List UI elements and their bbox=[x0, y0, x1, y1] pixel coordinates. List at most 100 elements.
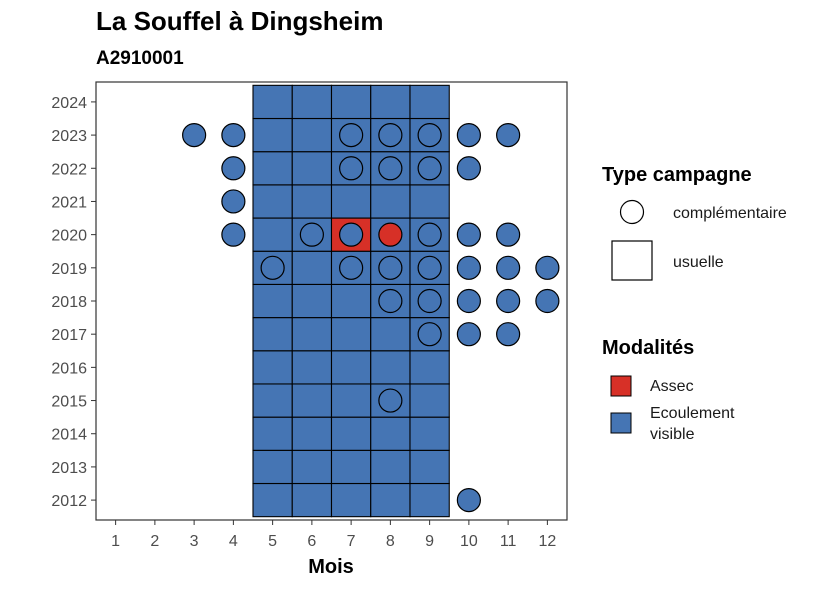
tile-2012-6 bbox=[291, 482, 333, 518]
tile-2014-9 bbox=[409, 416, 450, 451]
y-tick-label-2020: 2020 bbox=[51, 228, 87, 245]
legend-assec-label: Assec bbox=[650, 378, 694, 395]
point-2015-8 bbox=[378, 388, 403, 413]
legend-modalites: Modalités Assec Ecoulement visible bbox=[602, 337, 735, 443]
legend-ecoulement-swatch bbox=[610, 412, 632, 434]
point-2020-6 bbox=[299, 222, 324, 247]
x-axis-title: Mois bbox=[308, 556, 354, 578]
tile-2013-9 bbox=[409, 449, 450, 485]
tile-2016-5 bbox=[252, 350, 293, 385]
tile-2024-9 bbox=[409, 84, 450, 120]
legend-type-label-usuelle: usuelle bbox=[673, 254, 724, 271]
tile-2017-6 bbox=[291, 317, 333, 352]
point-2023-8 bbox=[378, 122, 403, 148]
x-tick-label-11: 11 bbox=[500, 533, 517, 550]
tile-2016-7 bbox=[330, 350, 372, 385]
tile-2014-7 bbox=[330, 416, 372, 451]
y-tick-label-2022: 2022 bbox=[51, 161, 87, 178]
tile-2023-6 bbox=[291, 117, 333, 153]
tile-2016-9 bbox=[409, 350, 450, 385]
tile-2012-9 bbox=[409, 482, 450, 518]
tile-2012-7 bbox=[330, 482, 372, 518]
tile-2016-6 bbox=[291, 350, 333, 385]
chart-subtitle: A2910001 bbox=[96, 48, 184, 69]
point-2022-8 bbox=[378, 156, 403, 181]
x-tick-label-2: 2 bbox=[150, 533, 159, 550]
x-tick-label-7: 7 bbox=[347, 533, 356, 550]
point-2018-10 bbox=[456, 288, 481, 314]
point-2019-12 bbox=[535, 255, 560, 280]
point-2018-8 bbox=[378, 288, 403, 314]
tile-2017-8 bbox=[370, 317, 411, 352]
tile-2015-5 bbox=[252, 383, 293, 418]
point-2017-10 bbox=[456, 322, 481, 347]
y-axis: 2024 2023 2022 2021 2020 2019 2018 2017 2016 2015… bbox=[51, 95, 96, 510]
point-2020-10 bbox=[456, 222, 481, 247]
point-2019-11 bbox=[496, 255, 521, 280]
tile-2018-6 bbox=[291, 283, 333, 319]
tile-2022-6 bbox=[291, 151, 333, 186]
point-2023-11 bbox=[496, 122, 521, 148]
tile-2018-7 bbox=[330, 283, 372, 319]
tile-2014-5 bbox=[252, 416, 293, 451]
y-tick-label-2017: 2017 bbox=[51, 327, 87, 344]
point-2022-10 bbox=[456, 156, 481, 181]
point-2018-9 bbox=[417, 288, 442, 314]
point-2020-11 bbox=[496, 222, 521, 247]
x-tick-label-12: 12 bbox=[538, 533, 556, 550]
point-2019-7 bbox=[339, 255, 364, 280]
x-tick-label-3: 3 bbox=[190, 533, 199, 550]
tile-2017-5 bbox=[252, 317, 293, 352]
point-2019-9 bbox=[417, 255, 442, 280]
point-2020-8 bbox=[378, 222, 403, 247]
x-tick-label-6: 6 bbox=[307, 533, 316, 550]
point-2022-7 bbox=[339, 156, 364, 181]
point-2019-8 bbox=[378, 255, 403, 280]
complementaire-points bbox=[182, 122, 560, 513]
tile-2021-7 bbox=[330, 184, 372, 219]
tile-2013-6 bbox=[291, 449, 333, 485]
tile-2020-5 bbox=[252, 217, 293, 252]
tile-2021-5 bbox=[252, 184, 293, 219]
y-tick-label-2012: 2012 bbox=[51, 493, 87, 510]
tile-2014-8 bbox=[370, 416, 411, 451]
tile-2019-6 bbox=[291, 250, 333, 285]
x-tick-label-9: 9 bbox=[425, 533, 434, 550]
point-2018-12 bbox=[535, 288, 560, 314]
y-tick-label-2014: 2014 bbox=[51, 427, 87, 444]
tile-2015-7 bbox=[330, 383, 372, 418]
tile-2021-8 bbox=[370, 184, 411, 219]
point-2020-4 bbox=[221, 222, 246, 247]
chart-title: La Souffel à Dingsheim bbox=[96, 6, 384, 36]
y-tick-label-2023: 2023 bbox=[51, 128, 87, 145]
plot-area bbox=[95, 81, 568, 521]
tile-2018-5 bbox=[252, 283, 293, 319]
tile-2024-8 bbox=[370, 84, 411, 120]
x-tick-label-10: 10 bbox=[460, 533, 478, 550]
tile-2013-7 bbox=[330, 449, 372, 485]
tile-2013-5 bbox=[252, 449, 293, 485]
usuelle-tiles bbox=[252, 84, 450, 518]
tile-2012-5 bbox=[252, 482, 293, 518]
point-2023-9 bbox=[417, 122, 442, 148]
legend-type-label-complementaire: complémentaire bbox=[673, 205, 787, 222]
x-tick-label-1: 1 bbox=[111, 533, 120, 550]
x-axis: 1 2 3 4 5 6 7 8 9 10 11 12 bbox=[111, 520, 556, 550]
tile-2021-6 bbox=[291, 184, 333, 219]
point-2020-9 bbox=[417, 222, 442, 247]
tile-2021-9 bbox=[409, 184, 450, 219]
x-tick-label-5: 5 bbox=[268, 533, 277, 550]
y-tick-label-2021: 2021 bbox=[51, 194, 87, 211]
tile-2024-7 bbox=[330, 84, 372, 120]
point-2017-11 bbox=[496, 322, 521, 347]
point-2022-9 bbox=[417, 156, 442, 181]
tile-2024-6 bbox=[291, 84, 333, 120]
point-2019-5 bbox=[260, 255, 285, 280]
legend-square-icon bbox=[611, 240, 653, 281]
point-2019-10 bbox=[456, 255, 481, 280]
y-tick-label-2013: 2013 bbox=[51, 460, 87, 477]
legend-assec-swatch bbox=[610, 375, 632, 397]
legend-type-title: Type campagne bbox=[602, 164, 752, 186]
tile-2013-8 bbox=[370, 449, 411, 485]
